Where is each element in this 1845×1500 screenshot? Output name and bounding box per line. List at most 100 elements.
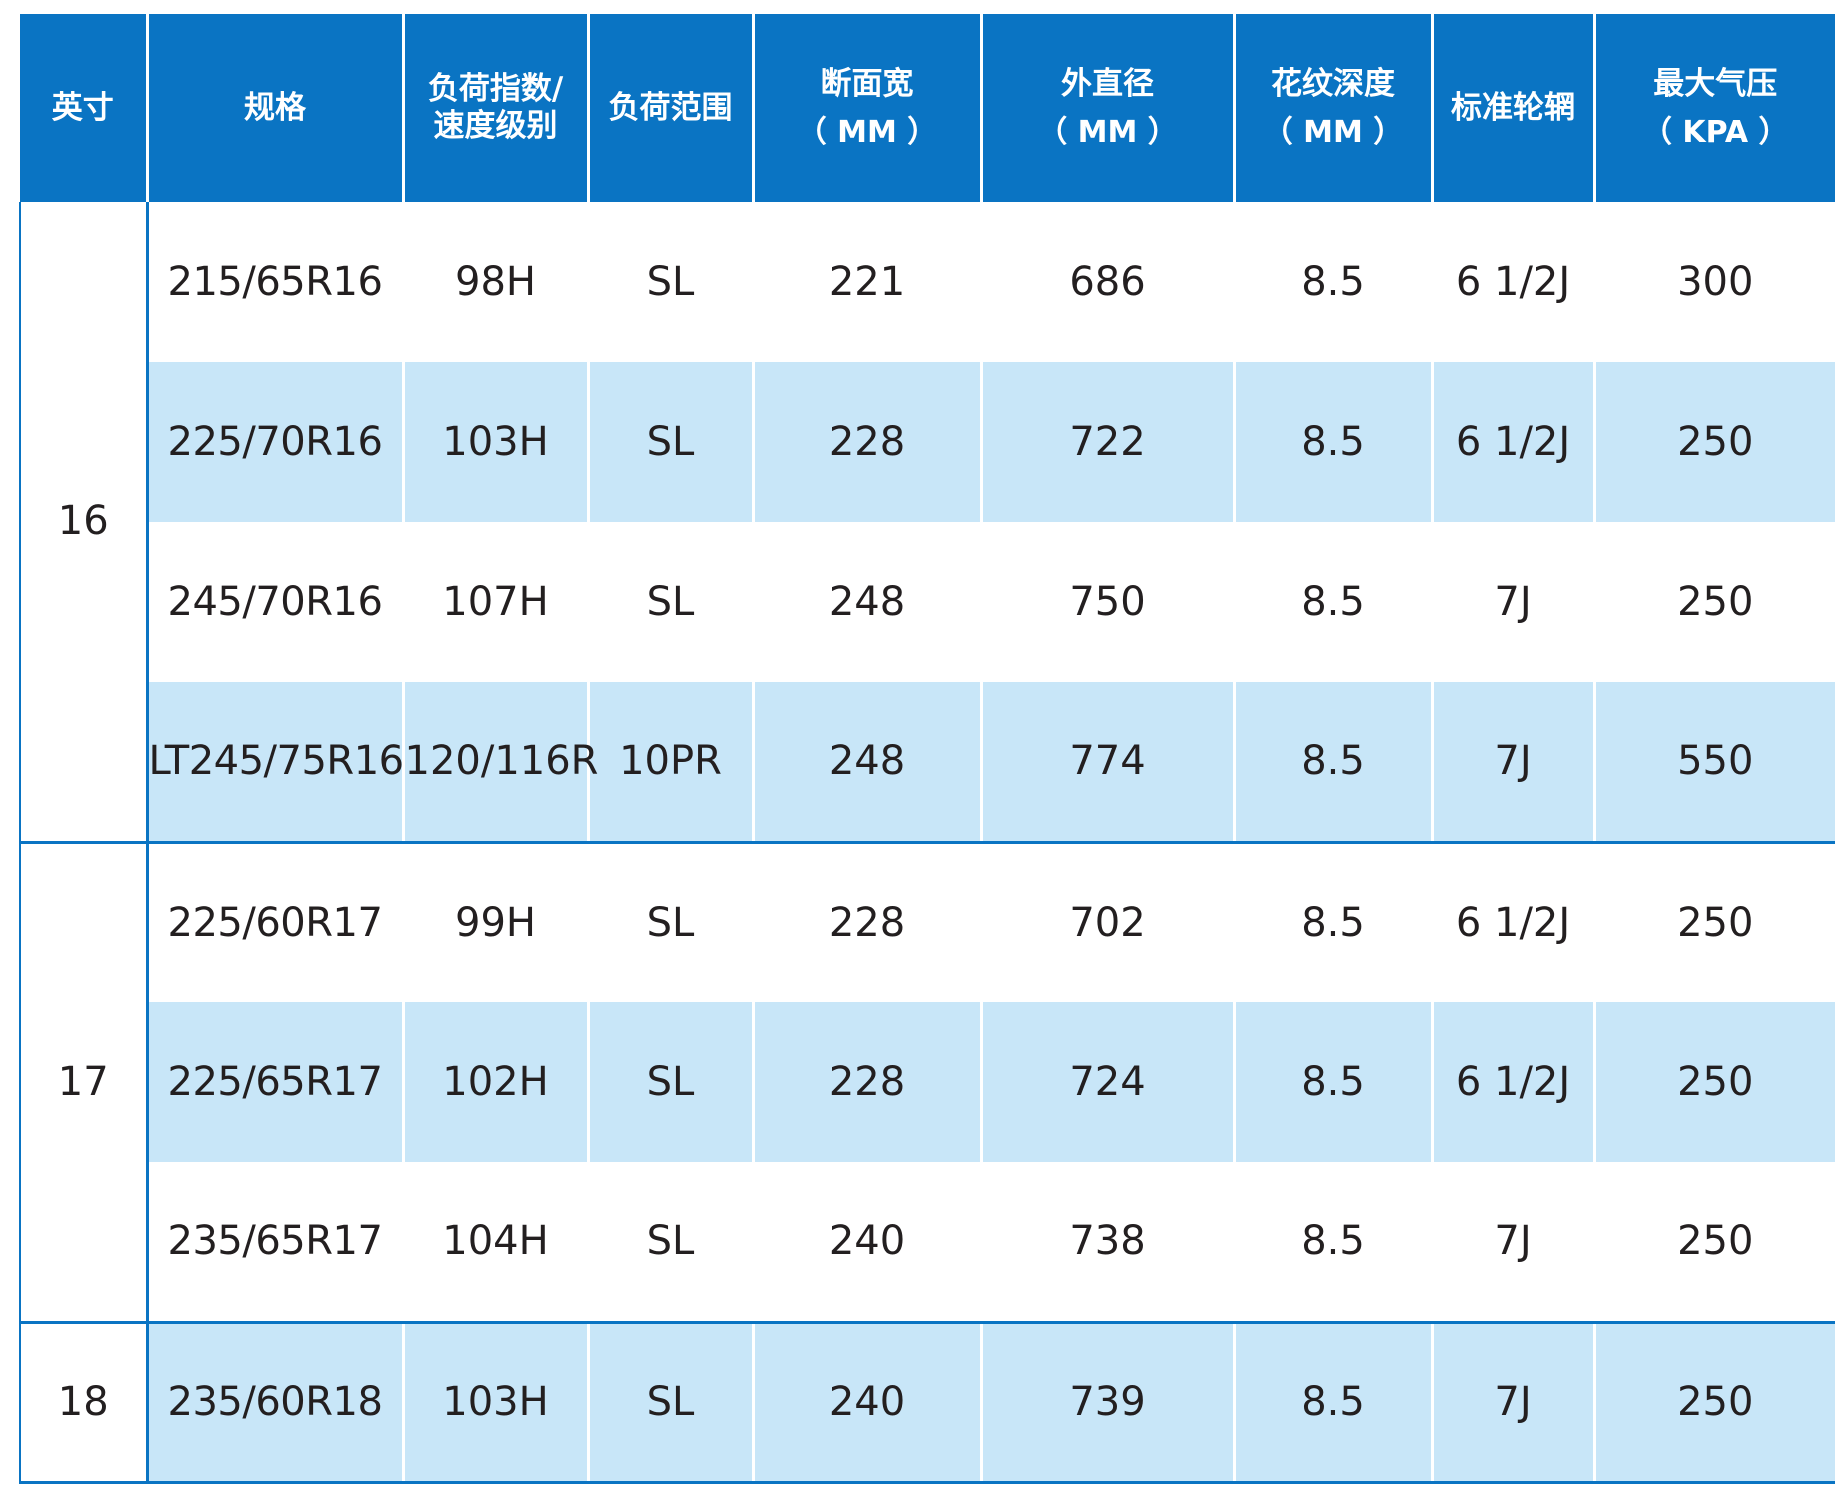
load-speed-cell: 120/116R [401, 682, 598, 844]
tread-depth-cell: 8.5 [1232, 522, 1434, 682]
spec-cell: 215/65R16 [145, 202, 405, 362]
inch-group-cell: 17 [19, 842, 149, 1324]
header-section-width-unit: （ MM ） [796, 114, 938, 150]
load-range-cell: SL [586, 842, 755, 1002]
outer-diameter-cell: 738 [979, 1162, 1236, 1324]
max-pressure-cell: 250 [1592, 842, 1835, 1002]
load-range-cell: SL [586, 202, 755, 362]
outer-diameter-cell: 774 [979, 682, 1236, 844]
header-spec-label: 规格 [244, 89, 306, 126]
header-section-width-label: 断面宽 [820, 66, 914, 103]
std-rim-cell: 6 1/2J [1430, 362, 1596, 522]
section-width-cell: 240 [751, 1322, 983, 1484]
tire-spec-table: 英寸 规格 负荷指数/ 速度级别 负荷范围 断面宽 （ MM ） 外直径 （ M… [19, 14, 1835, 1484]
table-body: 16 215/65R16 98H SL 221 686 8.5 6 1/2J 300 225/70… [19, 202, 1835, 1484]
std-rim-cell: 7J [1430, 522, 1596, 682]
std-rim-cell: 7J [1430, 682, 1596, 844]
header-tread-depth-label: 花纹深度 [1271, 66, 1395, 103]
outer-diameter-cell: 750 [979, 522, 1236, 682]
load-speed-cell: 98H [401, 202, 590, 362]
max-pressure-cell: 250 [1592, 362, 1835, 522]
section-width-cell: 240 [751, 1162, 983, 1324]
load-speed-cell: 103H [401, 1322, 590, 1484]
header-max-pressure-unit: （ KPA ） [1641, 114, 1789, 150]
header-load-range-label: 负荷范围 [608, 89, 733, 126]
load-range-cell: SL [586, 522, 755, 682]
inch-group-cell: 16 [19, 202, 149, 844]
header-tread-depth: 花纹深度 （ MM ） [1232, 14, 1434, 202]
load-range-cell: SL [586, 362, 755, 522]
header-row: 英寸 规格 负荷指数/ 速度级别 负荷范围 断面宽 （ MM ） 外直径 （ M… [20, 14, 1835, 202]
table-row: 18 235/60R18 103H SL 240 739 8.5 7J 250 [19, 1322, 1835, 1484]
max-pressure-cell: 250 [1592, 1002, 1835, 1162]
std-rim-cell: 6 1/2J [1430, 1002, 1596, 1162]
load-range-cell: 10PR [586, 682, 755, 844]
tread-depth-cell: 8.5 [1232, 842, 1434, 1002]
load-speed-cell: 102H [401, 1002, 590, 1162]
header-load-range: 负荷范围 [586, 14, 755, 202]
outer-diameter-cell: 702 [979, 842, 1236, 1002]
header-load-speed: 负荷指数/ 速度级别 [401, 14, 590, 202]
load-speed-cell: 103H [401, 362, 590, 522]
max-pressure-cell: 250 [1592, 1322, 1835, 1484]
header-outer-diameter-label: 外直径 [1061, 66, 1154, 103]
header-inch-label: 英寸 [51, 89, 114, 126]
std-rim-cell: 7J [1430, 1322, 1596, 1484]
tread-depth-cell: 8.5 [1232, 362, 1434, 522]
header-inch: 英寸 [20, 14, 149, 202]
max-pressure-cell: 250 [1592, 522, 1835, 682]
section-width-cell: 228 [751, 362, 983, 522]
table-row: 235/65R17 104H SL 240 738 8.5 7J 250 [20, 1162, 1835, 1324]
header-load-speed-line2: 速度级别 [433, 108, 558, 144]
header-outer-diameter-unit: （ MM ） [1037, 114, 1178, 150]
load-range-cell: SL [586, 1162, 755, 1324]
spec-cell: 225/65R17 [145, 1002, 405, 1162]
spec-cell: 225/70R16 [145, 362, 405, 522]
section-width-cell: 248 [751, 682, 983, 844]
header-std-rim: 标准轮辋 [1430, 14, 1596, 202]
load-range-cell: SL [586, 1002, 755, 1162]
max-pressure-cell: 250 [1592, 1162, 1835, 1324]
std-rim-cell: 7J [1430, 1162, 1596, 1324]
table-row: 225/65R17 102H SL 228 724 8.5 6 1/2J 250 [20, 1002, 1835, 1162]
tread-depth-cell: 8.5 [1232, 202, 1434, 362]
load-range-cell: SL [586, 1322, 755, 1484]
outer-diameter-cell: 686 [979, 202, 1236, 362]
spec-cell: LT245/75R16 [145, 682, 405, 844]
table-row: 17 225/60R17 99H SL 228 702 8.5 6 1/2J 250 [19, 842, 1835, 1324]
header-spec: 规格 [145, 14, 405, 202]
tread-depth-cell: 8.5 [1232, 1162, 1434, 1324]
std-rim-cell: 6 1/2J [1430, 842, 1596, 1002]
std-rim-cell: 6 1/2J [1430, 202, 1596, 362]
max-pressure-cell: 300 [1592, 202, 1835, 362]
tread-depth-cell: 8.5 [1232, 1322, 1434, 1484]
inch-group-cell: 18 [19, 1322, 149, 1484]
table-row: 16 215/65R16 98H SL 221 686 8.5 6 1/2J 300 [19, 202, 1835, 844]
outer-diameter-cell: 739 [979, 1322, 1236, 1484]
header-outer-diameter: 外直径 （ MM ） [979, 14, 1236, 202]
table-row: LT245/75R16 120/116R 10PR 248 774 8.5 7J 550 [20, 682, 1835, 844]
section-width-cell: 228 [751, 1002, 983, 1162]
table-row: 225/70R16 103H SL 228 722 8.5 6 1/2J 250 [20, 362, 1835, 522]
spec-cell: 235/65R17 [145, 1162, 405, 1324]
table-row: 245/70R16 107H SL 248 750 8.5 7J 250 [20, 522, 1835, 682]
header-max-pressure-label: 最大气压 [1653, 66, 1778, 103]
outer-diameter-cell: 722 [979, 362, 1236, 522]
load-speed-cell: 99H [401, 842, 590, 1002]
spec-cell: 225/60R17 [145, 842, 405, 1002]
max-pressure-cell: 550 [1592, 682, 1835, 844]
section-width-cell: 221 [751, 202, 983, 362]
header-section-width: 断面宽 （ MM ） [751, 14, 983, 202]
spec-cell: 245/70R16 [145, 522, 405, 682]
header-max-pressure: 最大气压 （ KPA ） [1592, 14, 1835, 202]
load-speed-cell: 104H [401, 1162, 590, 1324]
tread-depth-cell: 8.5 [1232, 682, 1434, 844]
section-width-cell: 228 [751, 842, 983, 1002]
header-tread-depth-unit: （ MM ） [1262, 114, 1404, 150]
load-speed-cell: 107H [401, 522, 590, 682]
header-std-rim-label: 标准轮辋 [1451, 89, 1575, 126]
section-width-cell: 248 [751, 522, 983, 682]
outer-diameter-cell: 724 [979, 1002, 1236, 1162]
tread-depth-cell: 8.5 [1232, 1002, 1434, 1162]
header-load-speed-line1: 负荷指数/ [427, 71, 564, 108]
